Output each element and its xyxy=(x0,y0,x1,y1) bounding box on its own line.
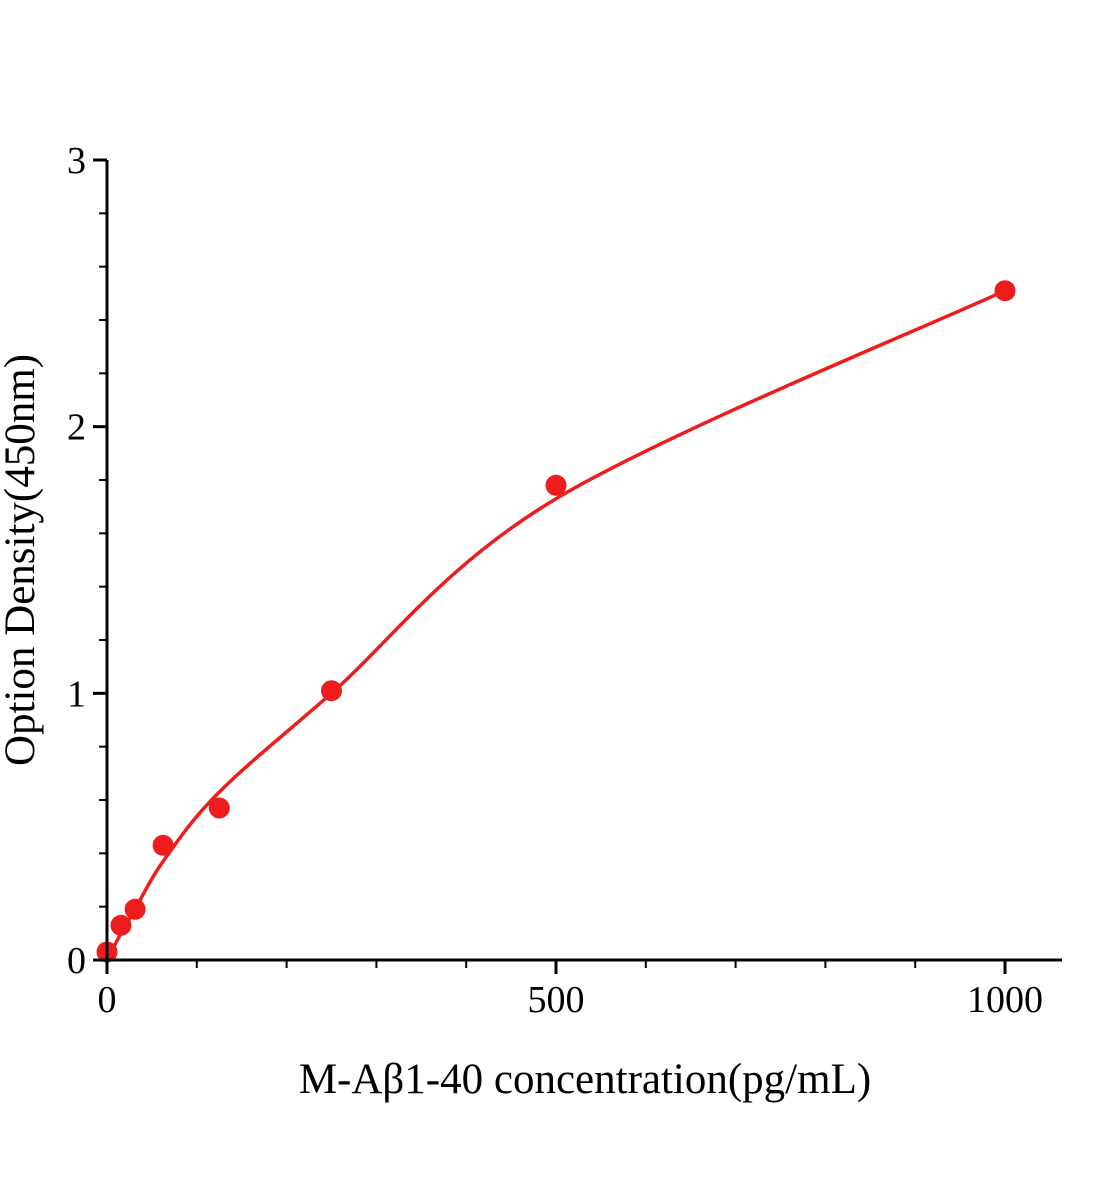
data-point xyxy=(208,797,230,819)
y-axis-label: Option Density(450nm) xyxy=(0,354,44,766)
y-tick-label: 0 xyxy=(67,940,86,982)
y-tick-label: 1 xyxy=(67,673,86,715)
axes xyxy=(105,160,1062,962)
data-point xyxy=(124,898,146,920)
fit-curve xyxy=(105,288,1007,962)
x-axis-label: M-Aβ1-40 concentration(pg/mL) xyxy=(299,1056,871,1103)
data-point xyxy=(994,280,1016,302)
plot-layers: 0 500 1000 0 1 2 3 xyxy=(67,140,1062,1021)
y-tick-label: 3 xyxy=(67,140,86,182)
data-point xyxy=(545,474,567,496)
x-tick-label: 0 xyxy=(98,979,117,1021)
data-point xyxy=(110,914,132,936)
data-point xyxy=(321,680,342,702)
y-tick-label: 2 xyxy=(67,407,86,449)
data-point xyxy=(152,834,174,856)
x-tick-label: 500 xyxy=(528,979,585,1021)
x-tick-label: 1000 xyxy=(967,979,1043,1021)
